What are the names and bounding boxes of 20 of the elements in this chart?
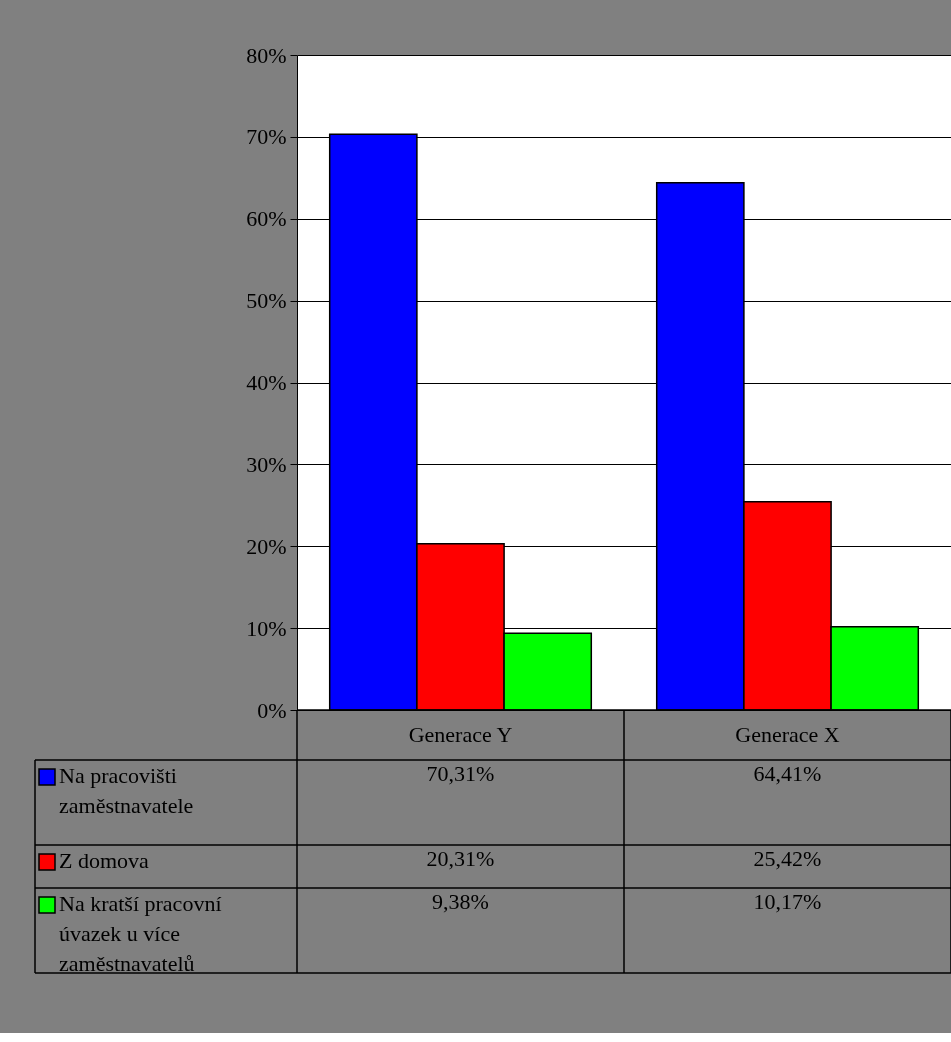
- legend-label: Na pracovišti zaměstnavatele: [59, 763, 194, 818]
- y-tick-label: 60%: [246, 206, 287, 232]
- y-tick-label: 30%: [246, 451, 287, 477]
- x-tick-label: Generace X: [735, 722, 840, 747]
- y-tick-label: 10%: [246, 615, 287, 641]
- y-tick-label: 70%: [246, 124, 287, 150]
- y-tick-label: 40%: [246, 370, 287, 395]
- legend-label: Na kratší pracovní úvazek u více zaměstnavatelů: [59, 891, 222, 976]
- data-label: 20,31%: [426, 846, 495, 871]
- y-tick-label: 80%: [246, 42, 287, 68]
- y-tick-label: 0%: [257, 697, 287, 723]
- data-label: 9,38%: [432, 889, 489, 914]
- data-label: 70,31%: [426, 761, 495, 786]
- y-tick-label: 50%: [246, 288, 287, 314]
- data-label: 64,41%: [753, 761, 822, 786]
- y-tick-label: 20%: [246, 533, 287, 559]
- x-tick-label: Generace Y: [408, 722, 513, 747]
- data-label: 25,42%: [753, 846, 822, 871]
- data-label: 10,17%: [753, 889, 822, 914]
- legend-label: Z domova: [59, 848, 150, 873]
